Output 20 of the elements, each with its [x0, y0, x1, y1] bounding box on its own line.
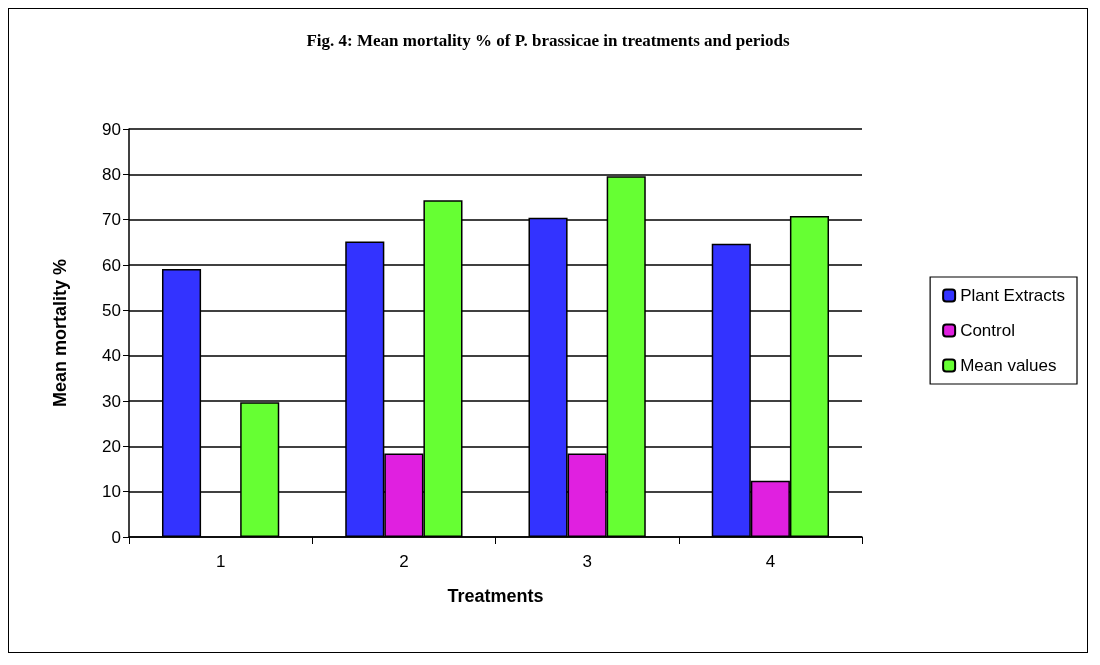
y-tick-label: 90	[102, 119, 121, 139]
y-tick-label: 40	[102, 346, 121, 366]
x-tick-label: 4	[765, 552, 776, 571]
y-tick-label: 70	[102, 210, 121, 230]
legend-label: Control	[960, 321, 1015, 340]
y-tick-label: 10	[102, 482, 121, 502]
y-tick-label: 30	[102, 391, 121, 411]
chart-title: Fig. 4: Mean mortality % of P. brassicae in treatments and periods	[306, 31, 790, 50]
x-tick-label: 1	[215, 552, 226, 571]
x-tick-label: 2	[399, 552, 409, 571]
x-axis-title: Treatments	[447, 586, 544, 606]
y-tick-label: 20	[102, 436, 121, 456]
y-axis-title: Mean mortality %	[50, 258, 70, 408]
y-tick-label: 50	[102, 300, 121, 320]
y-tick-label: 60	[102, 255, 121, 275]
x-tick-label: 3	[582, 552, 592, 571]
y-tick-label: 80	[102, 164, 121, 184]
y-tick-label: 0	[111, 527, 121, 547]
legend-label: Mean values	[960, 356, 1057, 375]
legend-label: Plant Extracts	[960, 286, 1065, 305]
